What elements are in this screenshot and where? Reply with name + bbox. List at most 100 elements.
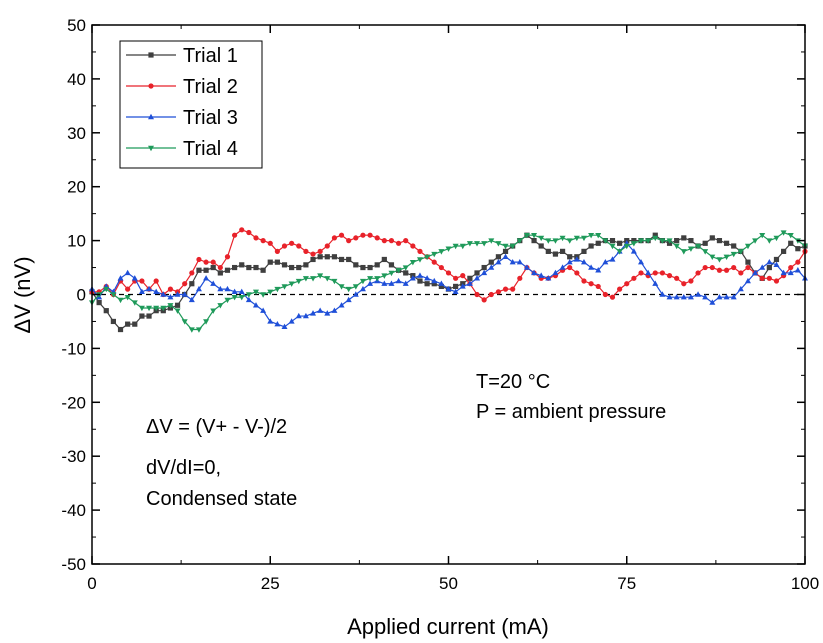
data-point — [481, 269, 488, 276]
data-point — [438, 283, 444, 290]
data-point — [488, 264, 495, 270]
data-point — [766, 264, 772, 271]
data-point — [595, 240, 601, 246]
data-point — [459, 243, 466, 250]
axes-layer: -50 -40 -30 -20 -10 0 10 20 30 40 50 0 25 50 75 100 — [61, 16, 819, 593]
data-point — [367, 264, 373, 271]
data-point — [381, 280, 388, 286]
legend-item: Trial 4 — [126, 138, 238, 160]
data-point — [288, 318, 295, 324]
data-point — [588, 233, 595, 239]
data-point — [146, 305, 153, 312]
data-point — [516, 258, 523, 265]
data-point — [745, 259, 751, 265]
data-point — [310, 251, 316, 257]
data-point — [195, 327, 202, 333]
data-point — [467, 275, 473, 281]
data-point — [666, 238, 673, 244]
legend-item: Trial 3 — [126, 107, 238, 129]
data-point — [96, 299, 102, 306]
data-point — [402, 280, 409, 286]
data-point — [716, 293, 723, 300]
data-point — [702, 264, 708, 271]
data-point — [324, 310, 331, 316]
y-tick-label: -50 — [61, 555, 86, 574]
data-point — [495, 241, 502, 247]
data-point — [395, 277, 402, 284]
data-point — [794, 267, 801, 273]
data-point — [153, 305, 160, 312]
data-point — [630, 248, 637, 254]
data-point — [666, 273, 673, 279]
data-point — [723, 254, 730, 260]
data-point — [238, 288, 245, 295]
data-point — [581, 278, 587, 284]
data-point — [688, 238, 694, 244]
data-point — [295, 312, 302, 319]
data-point — [167, 303, 174, 309]
data-point — [773, 235, 780, 242]
annotation-temperature: T=20 °C — [476, 371, 550, 393]
data-point — [674, 275, 680, 281]
data-point — [289, 264, 295, 271]
data-point — [260, 238, 266, 244]
data-point — [773, 278, 780, 284]
data-point — [709, 254, 716, 260]
data-point — [538, 235, 545, 242]
data-point — [687, 246, 694, 252]
annotation-condensed-state: Condensed state — [146, 488, 297, 510]
data-point — [730, 251, 737, 258]
data-point — [139, 313, 145, 319]
data-point — [245, 296, 252, 303]
data-point — [523, 233, 530, 239]
data-point — [403, 238, 409, 244]
legend-box — [119, 40, 263, 169]
data-point — [302, 276, 309, 282]
data-point — [545, 275, 552, 281]
data-point — [310, 256, 316, 263]
data-point — [474, 270, 480, 276]
data-point — [345, 286, 352, 293]
data-point — [645, 238, 652, 244]
data-point — [403, 270, 409, 276]
data-point — [217, 264, 223, 271]
data-point — [730, 293, 737, 300]
data-point — [324, 254, 330, 260]
data-point — [723, 240, 730, 246]
data-point — [395, 268, 402, 274]
data-point — [737, 285, 744, 292]
data-point — [210, 308, 217, 314]
x-tick-label: 100 — [791, 574, 819, 593]
data-point — [303, 262, 309, 268]
data-point — [167, 286, 174, 292]
data-point — [267, 240, 273, 246]
data-point — [438, 249, 445, 255]
data-point — [545, 238, 552, 244]
data-point — [203, 319, 210, 325]
data-point — [659, 291, 666, 297]
data-point — [752, 238, 759, 244]
data-point — [459, 283, 466, 289]
data-point — [574, 270, 580, 276]
data-point — [566, 258, 573, 265]
y-tick-label: 20 — [67, 178, 86, 197]
data-point — [359, 285, 366, 292]
data-point — [160, 305, 167, 312]
data-point — [759, 264, 766, 270]
data-point — [453, 275, 459, 281]
data-point — [602, 238, 609, 244]
data-point — [788, 240, 794, 246]
data-point — [766, 238, 773, 244]
data-point — [303, 248, 309, 254]
data-point — [773, 261, 780, 268]
data-point — [188, 296, 195, 303]
data-point — [274, 286, 281, 293]
data-point — [388, 270, 395, 277]
data-point — [688, 278, 694, 284]
data-point — [502, 286, 509, 292]
data-point — [139, 278, 145, 284]
data-point — [744, 243, 751, 250]
data-point — [131, 300, 138, 306]
data-point — [617, 286, 623, 292]
data-point — [260, 267, 266, 273]
